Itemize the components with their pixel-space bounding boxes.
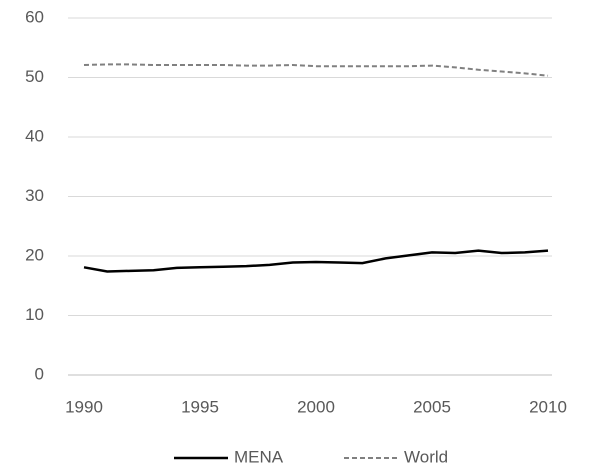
y-tick-label: 30 [25, 186, 44, 205]
y-tick-label: 10 [25, 305, 44, 324]
y-tick-label: 60 [25, 7, 44, 26]
legend-label: MENA [234, 447, 284, 466]
y-tick-label: 20 [25, 245, 44, 264]
y-tick-label: 0 [35, 364, 44, 383]
x-tick-label: 2005 [413, 397, 451, 416]
series-line [83, 249, 549, 273]
x-tick-label: 1990 [65, 397, 103, 416]
legend-label: World [404, 447, 448, 466]
y-tick-label: 40 [25, 126, 44, 145]
x-tick-label: 1995 [181, 397, 219, 416]
x-tick-label: 2000 [297, 397, 335, 416]
series-line [83, 63, 549, 77]
x-tick-label: 2010 [529, 397, 567, 416]
y-tick-label: 50 [25, 67, 44, 86]
